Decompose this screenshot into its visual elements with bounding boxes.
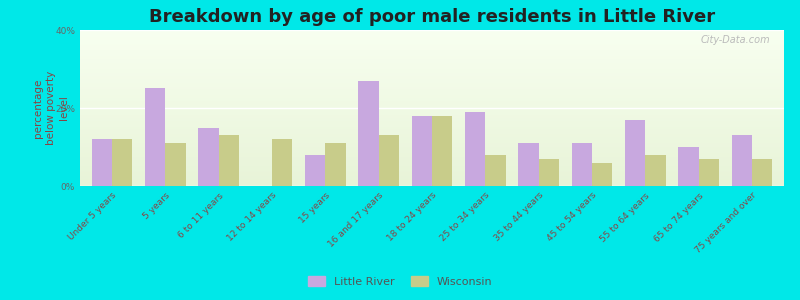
Bar [698,159,719,186]
Bar [326,143,346,186]
Bar [432,116,452,186]
Bar [625,120,646,186]
Bar [572,143,592,186]
Bar [518,143,538,186]
Bar [198,128,218,186]
Bar [378,135,399,186]
Bar [166,143,186,186]
Bar [752,159,772,186]
Bar [112,139,132,186]
Text: City-Data.com: City-Data.com [700,35,770,45]
Bar [678,147,698,186]
Bar [272,139,292,186]
Bar [92,139,112,186]
Bar [305,155,326,186]
Bar [465,112,486,186]
Bar [358,81,378,186]
Bar [486,155,506,186]
Bar [732,135,752,186]
Legend: Little River, Wisconsin: Little River, Wisconsin [303,272,497,291]
Title: Breakdown by age of poor male residents in Little River: Breakdown by age of poor male residents … [149,8,715,26]
Bar [538,159,559,186]
Bar [145,88,166,186]
Bar [646,155,666,186]
Bar [412,116,432,186]
Bar [592,163,612,186]
Bar [218,135,239,186]
Y-axis label: percentage
below poverty
level: percentage below poverty level [33,71,69,145]
